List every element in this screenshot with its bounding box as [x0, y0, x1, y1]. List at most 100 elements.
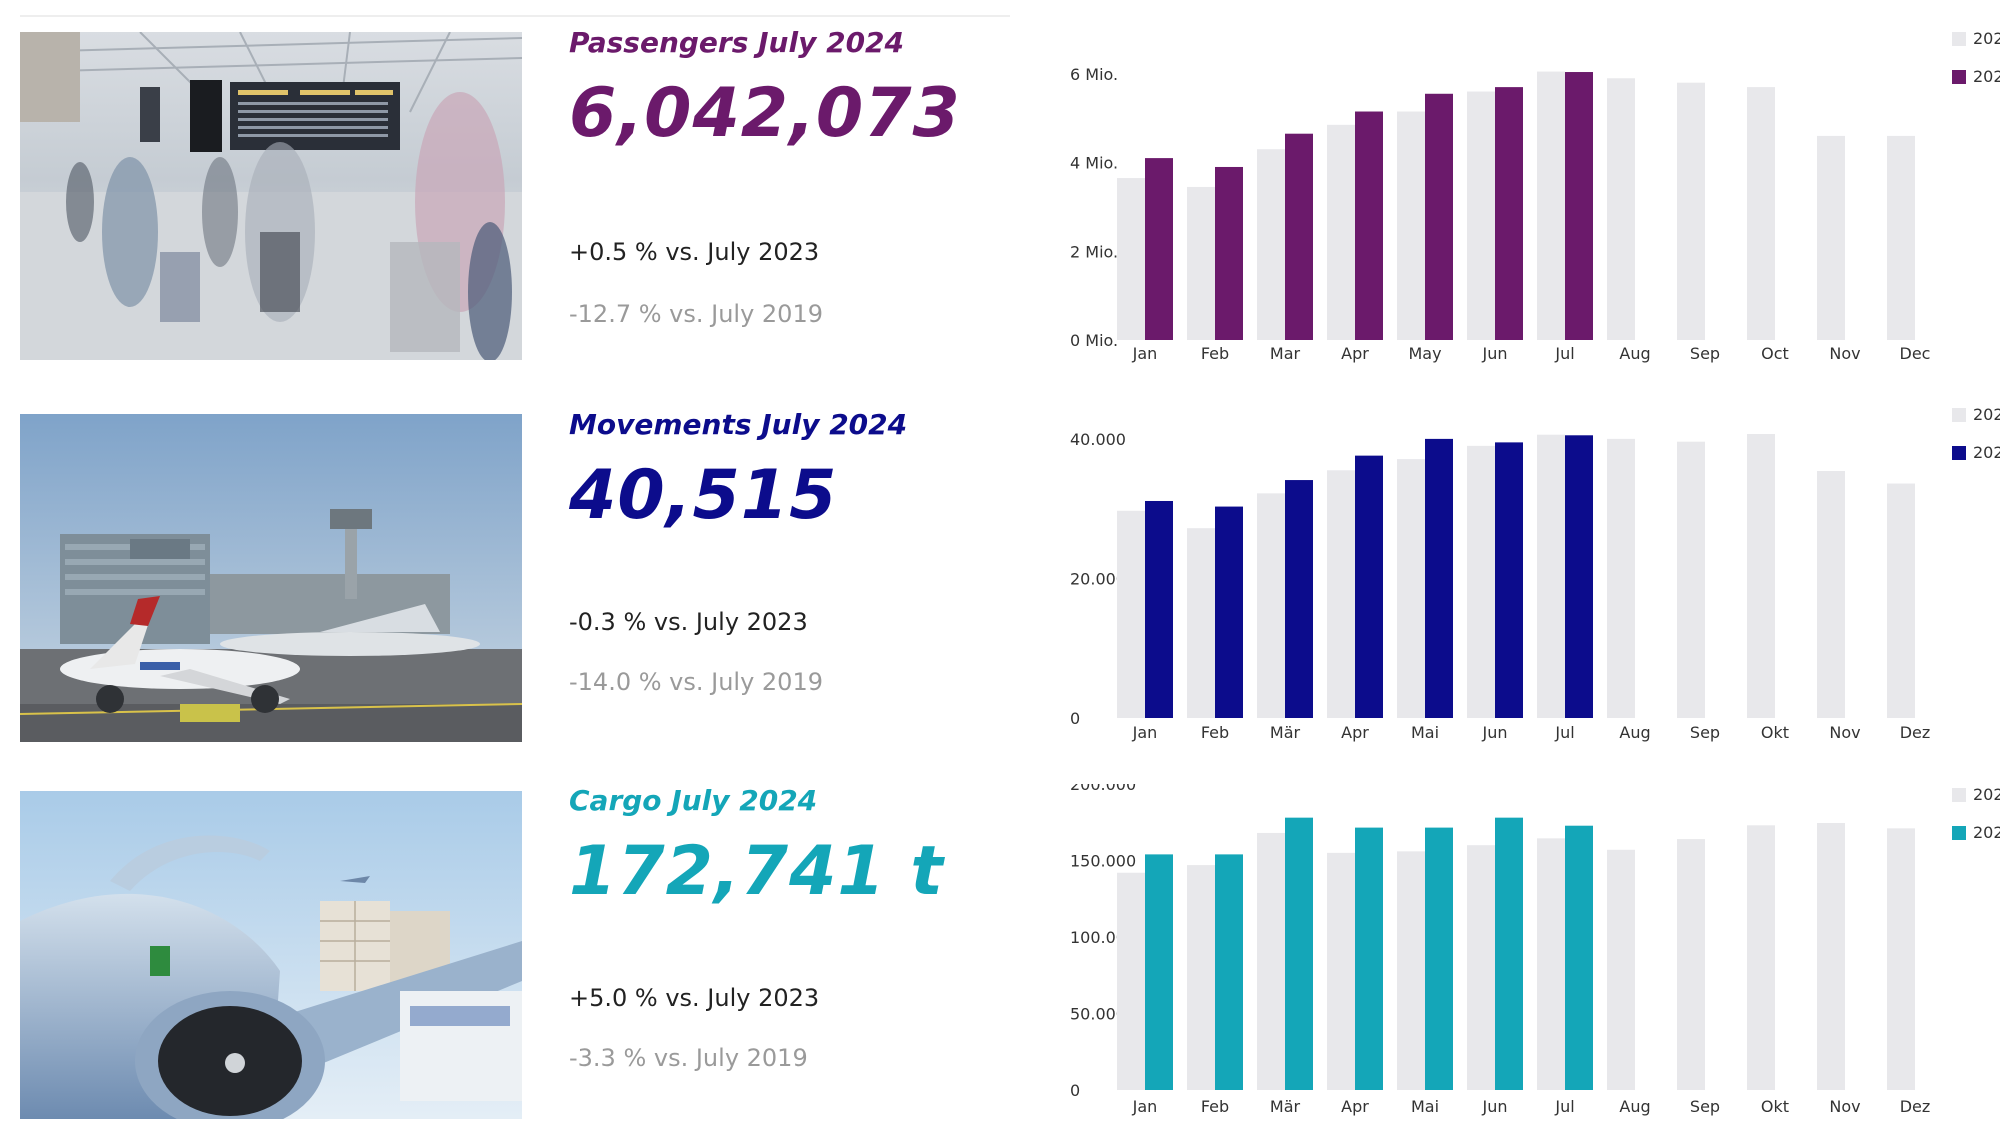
bar-2024-jan[interactable] — [1145, 500, 1173, 718]
bar-2023-jan[interactable] — [1117, 178, 1145, 340]
x-category-label: Mar — [1270, 344, 1301, 363]
x-category-label: Mär — [1270, 723, 1301, 742]
bar-2024-mär[interactable] — [1285, 480, 1313, 718]
cargo-aircraft-photo — [20, 791, 522, 1119]
x-category-label: Apr — [1341, 1097, 1369, 1116]
bar-2023-sep[interactable] — [1677, 82, 1705, 340]
x-category-label: Okt — [1761, 1097, 1789, 1116]
bar-2023-feb[interactable] — [1187, 865, 1215, 1090]
bar-2023-okt[interactable] — [1747, 434, 1775, 718]
y-tick-label: 0 — [1070, 709, 1080, 728]
bar-2023-jun[interactable] — [1467, 91, 1495, 341]
bar-2023-mär[interactable] — [1257, 493, 1285, 718]
y-tick-label: 2 Mio. — [1070, 242, 1118, 261]
bar-2023-jul[interactable] — [1537, 434, 1565, 718]
x-category-label: Mär — [1270, 1097, 1301, 1116]
x-category-label: Jan — [1132, 344, 1158, 363]
bar-2023-mär[interactable] — [1257, 832, 1285, 1090]
bar-2023-dez[interactable] — [1887, 483, 1915, 718]
airport-terminal-photo — [20, 32, 522, 360]
bar-2024-feb[interactable] — [1215, 854, 1243, 1090]
bar-2023-oct[interactable] — [1747, 87, 1775, 340]
bar-2023-jan[interactable] — [1117, 872, 1145, 1090]
x-category-label: Apr — [1341, 344, 1369, 363]
bar-2024-feb[interactable] — [1215, 166, 1243, 340]
bar-2023-sep[interactable] — [1677, 839, 1705, 1090]
bar-2024-jul[interactable] — [1565, 825, 1593, 1090]
bar-2024-mai[interactable] — [1425, 438, 1453, 718]
bar-2024-mar[interactable] — [1285, 133, 1313, 340]
x-category-label: Okt — [1761, 723, 1789, 742]
bar-2023-aug[interactable] — [1607, 78, 1635, 340]
x-category-label: Feb — [1201, 1097, 1229, 1116]
y-tick-label: 50.000 — [1070, 1005, 1126, 1024]
bar-2023-nov[interactable] — [1817, 470, 1845, 718]
bar-2024-mai[interactable] — [1425, 827, 1453, 1090]
legend-label-2023: 2023 — [1973, 785, 2000, 804]
bar-2024-may[interactable] — [1425, 93, 1453, 340]
bar-2024-feb[interactable] — [1215, 506, 1243, 718]
top-divider — [20, 15, 1010, 17]
bar-2023-okt[interactable] — [1747, 825, 1775, 1090]
bar-2023-mar[interactable] — [1257, 149, 1285, 340]
bar-2023-aug[interactable] — [1607, 438, 1635, 718]
x-category-label: Jul — [1554, 1097, 1574, 1116]
bar-2024-jun[interactable] — [1495, 442, 1523, 718]
bar-2023-aug[interactable] — [1607, 849, 1635, 1090]
bar-2023-mai[interactable] — [1397, 851, 1425, 1090]
bar-2023-dec[interactable] — [1887, 135, 1915, 340]
bar-2023-nov[interactable] — [1817, 823, 1845, 1090]
passengers-chart-svg: 0 Mio. 2 Mio. 4 Mio. 6 Mio. Jan Feb Mar Apr May J… — [1070, 29, 2000, 363]
bar-2024-jan[interactable] — [1145, 158, 1173, 340]
bar-2024-mär[interactable] — [1285, 817, 1313, 1090]
x-category-label: Jan — [1132, 723, 1158, 742]
bar-2023-nov[interactable] — [1817, 135, 1845, 340]
bar-2023-apr[interactable] — [1327, 124, 1355, 340]
bar-2024-jun[interactable] — [1495, 87, 1523, 340]
y-tick-label: 0 Mio. — [1070, 331, 1118, 350]
y-tick-label: 200.000 — [1070, 784, 1136, 794]
bar-2023-apr[interactable] — [1327, 470, 1355, 718]
x-category-label: Sep — [1690, 1097, 1720, 1116]
x-category-label: Mai — [1411, 1097, 1439, 1116]
x-category-label: Aug — [1619, 344, 1650, 363]
bar-2024-jul[interactable] — [1565, 435, 1593, 718]
passengers-vs-2019: -12.7 % vs. July 2019 — [569, 300, 823, 328]
bar-2023-feb[interactable] — [1187, 528, 1215, 718]
bar-2024-apr[interactable] — [1355, 111, 1383, 340]
movements-value: 40,515 — [569, 456, 838, 535]
y-tick-label: 40.000 — [1070, 430, 1126, 449]
bar-2024-jan[interactable] — [1145, 854, 1173, 1090]
bar-2023-jun[interactable] — [1467, 845, 1495, 1090]
bar-2023-jul[interactable] — [1537, 838, 1565, 1090]
bar-2023-mai[interactable] — [1397, 459, 1425, 718]
bar-2024-jul[interactable] — [1565, 72, 1593, 340]
legend-swatch-2024 — [1952, 70, 1966, 84]
bar-2023-jul[interactable] — [1537, 71, 1565, 340]
bar-2023-jan[interactable] — [1117, 510, 1145, 718]
x-category-label: Jun — [1482, 344, 1508, 363]
legend-label-2024: 2024 — [1973, 443, 2000, 462]
x-category-label: Jun — [1482, 1097, 1508, 1116]
cargo-vs-2023: +5.0 % vs. July 2023 — [569, 984, 820, 1012]
x-category-label: Nov — [1829, 723, 1860, 742]
x-category-label: Jun — [1482, 723, 1508, 742]
bar-2023-jun[interactable] — [1467, 445, 1495, 718]
legend-label-2023: 2023 — [1973, 29, 2000, 48]
bar-2023-sep[interactable] — [1677, 441, 1705, 718]
bar-2023-feb[interactable] — [1187, 186, 1215, 340]
bar-2024-jun[interactable] — [1495, 817, 1523, 1090]
legend-swatch-2023 — [1952, 32, 1966, 46]
x-category-label: Feb — [1201, 723, 1229, 742]
y-tick-label: 6 Mio. — [1070, 65, 1118, 84]
bar-2024-apr[interactable] — [1355, 827, 1383, 1090]
legend-swatch-2023 — [1952, 408, 1966, 422]
passengers-value: 6,042,073 — [569, 74, 961, 153]
bar-2023-dez[interactable] — [1887, 828, 1915, 1090]
bar-2023-may[interactable] — [1397, 111, 1425, 340]
bar-2024-apr[interactable] — [1355, 455, 1383, 718]
y-tick-label: 150.000 — [1070, 852, 1136, 871]
x-category-label: Sep — [1690, 344, 1720, 363]
bar-2023-apr[interactable] — [1327, 852, 1355, 1090]
y-tick-label: 4 Mio. — [1070, 154, 1118, 173]
